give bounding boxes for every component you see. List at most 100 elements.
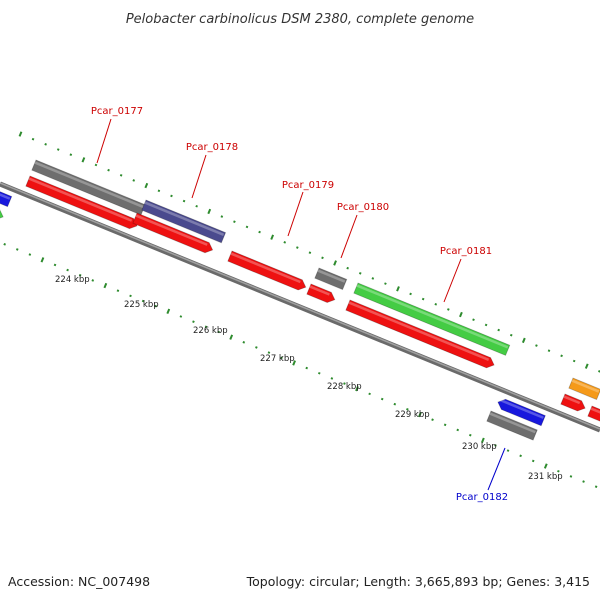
gene-leader-line xyxy=(340,214,358,259)
minor-tick xyxy=(182,199,186,203)
gene-feature-green[interactable] xyxy=(0,207,5,222)
tick-label: 227 kbp xyxy=(260,354,295,364)
feature-highlight xyxy=(28,177,133,222)
minor-tick xyxy=(406,408,409,411)
minor-tick xyxy=(572,359,576,363)
feature-highlight xyxy=(144,201,225,236)
minor-tick xyxy=(456,428,460,432)
tick-label: 231 kbp xyxy=(528,472,563,482)
minor-tick xyxy=(170,194,173,198)
gene-feature-purple[interactable] xyxy=(141,199,227,244)
minor-tick xyxy=(192,320,195,323)
gene-feature-red[interactable] xyxy=(132,212,215,255)
minor-tick xyxy=(305,366,309,370)
major-tick xyxy=(543,463,548,469)
minor-tick xyxy=(447,308,450,311)
minor-tick xyxy=(107,168,110,172)
minor-tick xyxy=(308,251,312,254)
minor-tick xyxy=(66,268,69,272)
gene-label[interactable]: Pcar_0177 xyxy=(91,106,143,117)
accession-text: Accession: NC_007498 xyxy=(8,574,150,589)
map-title: Pelobacter carbinolicus DSM 2380, comple… xyxy=(126,12,474,27)
minor-tick xyxy=(560,354,563,358)
gene-leader-line xyxy=(443,258,462,303)
minor-tick xyxy=(497,328,500,332)
feature-highlight xyxy=(317,269,346,283)
gene-feature-green[interactable] xyxy=(353,282,511,356)
gene-label[interactable]: Pcar_0178 xyxy=(186,142,238,153)
minor-tick xyxy=(255,346,258,349)
minor-tick xyxy=(409,292,412,296)
minor-tick xyxy=(141,299,145,303)
minor-tick xyxy=(509,333,513,337)
gene-feature-red[interactable] xyxy=(227,250,308,292)
major-tick xyxy=(521,337,526,344)
gene-feature-red[interactable] xyxy=(25,175,139,231)
minor-tick xyxy=(569,475,573,478)
feature-highlight xyxy=(563,395,581,405)
gene-feature-gray[interactable] xyxy=(314,267,348,291)
major-tick xyxy=(207,208,212,215)
feature-highlight xyxy=(489,412,536,434)
minor-tick xyxy=(129,294,132,298)
minor-tick xyxy=(321,256,324,260)
gene-feature-orange[interactable] xyxy=(568,377,600,401)
gene-feature-red[interactable] xyxy=(306,283,337,305)
gene-feature-blue[interactable] xyxy=(0,190,13,208)
minor-tick xyxy=(371,277,375,280)
tick-label-group: 224 kbp 225 kbp 226 kbp 227 kbp 228 kbp 229 k… xyxy=(55,275,563,482)
gene-label[interactable]: Pcar_0182 xyxy=(456,492,508,503)
minor-tick xyxy=(157,189,161,193)
minor-tick xyxy=(78,273,82,277)
gene-leader-line xyxy=(96,118,112,164)
minor-tick xyxy=(245,225,249,229)
minor-tick xyxy=(421,297,425,301)
gene-feature-red[interactable] xyxy=(345,299,496,370)
tick-label: 228 kbp xyxy=(327,382,362,392)
inner-tick-track xyxy=(3,242,598,489)
minor-tick xyxy=(91,279,95,282)
minor-tick xyxy=(368,392,371,396)
minor-tick xyxy=(69,153,73,156)
gene-leader-line xyxy=(487,447,506,491)
gene-feature-gray[interactable] xyxy=(486,410,538,441)
feature-highlight xyxy=(590,407,600,415)
tick-label: 224 kbp xyxy=(55,275,90,285)
minor-tick xyxy=(179,315,183,318)
tick-label: 229 kbp xyxy=(395,410,430,420)
feature-highlight xyxy=(309,285,330,296)
major-tick xyxy=(81,157,86,163)
major-tick xyxy=(459,311,463,318)
major-tick xyxy=(333,260,337,266)
gene-label[interactable]: Pcar_0180 xyxy=(337,202,389,213)
minor-tick xyxy=(217,330,220,334)
feature-highlight xyxy=(230,252,301,284)
major-tick xyxy=(396,286,400,292)
minor-tick xyxy=(434,302,438,306)
minor-tick xyxy=(484,323,488,327)
major-tick xyxy=(18,131,23,137)
minor-tick xyxy=(594,485,598,489)
gene-label[interactable]: Pcar_0181 xyxy=(440,246,492,257)
minor-tick xyxy=(330,377,334,380)
genome-backbone xyxy=(0,181,600,433)
minor-tick xyxy=(28,253,32,256)
minor-tick xyxy=(220,215,224,218)
major-tick xyxy=(584,363,589,369)
gene-feature-blue[interactable] xyxy=(496,397,546,427)
major-tick xyxy=(40,257,45,263)
minor-tick xyxy=(431,418,434,421)
major-tick xyxy=(229,334,234,340)
gene-feature-red[interactable] xyxy=(587,405,600,423)
major-tick xyxy=(292,360,296,366)
gene-feature-red[interactable] xyxy=(560,393,587,413)
minor-tick xyxy=(519,454,522,458)
minor-tick xyxy=(393,402,397,406)
feature-highlight xyxy=(135,214,208,246)
feature-track xyxy=(0,159,600,441)
minor-tick xyxy=(116,289,120,293)
minor-tick xyxy=(154,304,157,308)
gene-label[interactable]: Pcar_0179 xyxy=(282,180,334,191)
major-tick xyxy=(418,411,422,418)
